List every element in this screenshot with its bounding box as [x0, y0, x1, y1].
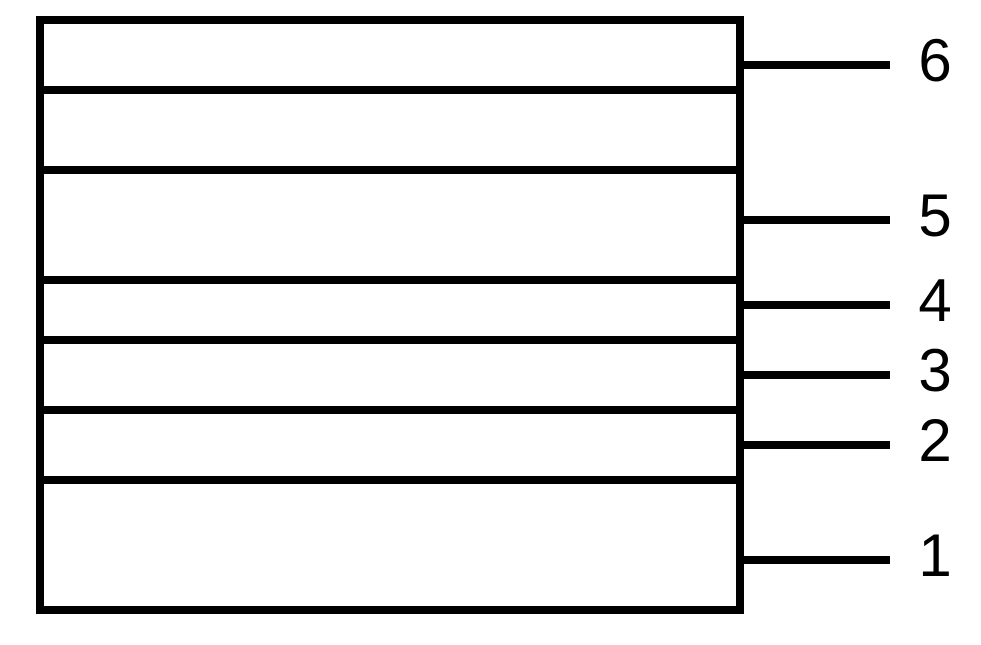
leader-line: 3	[740, 337, 952, 404]
layer-label: 4	[918, 267, 951, 334]
leader-line: 1	[740, 522, 952, 589]
layer-label: 1	[918, 522, 951, 589]
leader-line: 5	[740, 182, 952, 249]
layer-stack-diagram: 1 234 5 6	[0, 0, 981, 645]
leader-line: 6	[740, 27, 952, 94]
layer-label: 5	[918, 182, 951, 249]
leader-line: 2	[740, 407, 952, 474]
stack-outer-rect	[40, 20, 740, 610]
layer-label: 6	[918, 27, 951, 94]
layer-label: 3	[918, 337, 951, 404]
layer-label: 2	[918, 407, 951, 474]
leader-line: 4	[740, 267, 952, 334]
